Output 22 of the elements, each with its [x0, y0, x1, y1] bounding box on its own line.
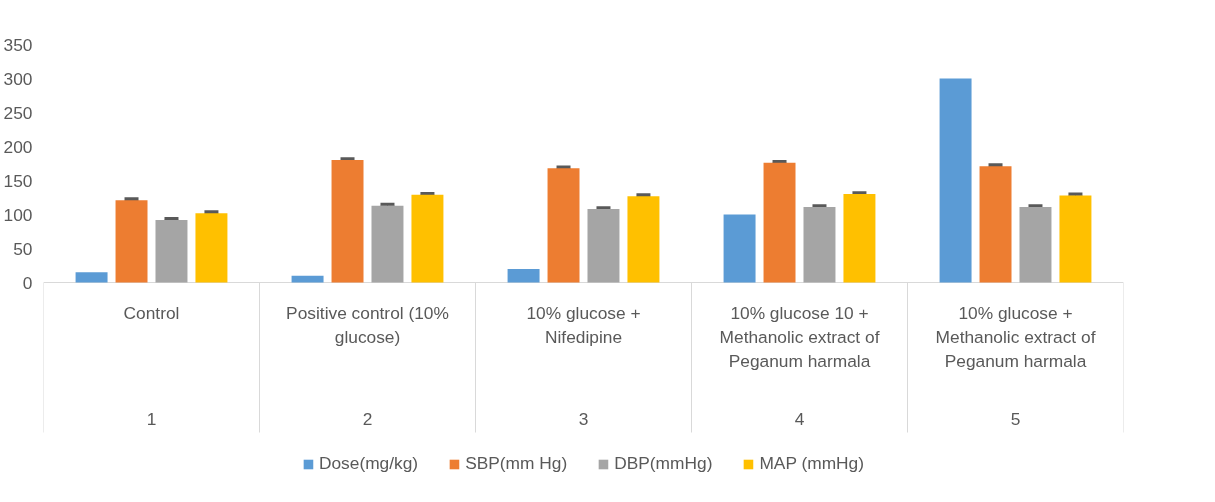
text: 3 — [578, 408, 589, 429]
text: 5 — [1010, 408, 1021, 429]
text: 1 — [146, 408, 157, 429]
x-tick-label: 10% glucose + Nifedipine — [526, 302, 641, 347]
y-tick-label: 350 — [3, 34, 33, 55]
legend-label: DBP(mmHg) — [614, 453, 713, 474]
x-tick-label: 10% glucose + Methanolic extract of Peganum harmala — [935, 302, 1096, 371]
y-tick-label: 100 — [3, 204, 33, 225]
x-tick-label: Positive control (10% glucose) — [286, 302, 449, 347]
y-tick-label: 250 — [3, 102, 33, 123]
y-tick-label: 50 — [13, 238, 33, 259]
y-tick-label: 150 — [3, 170, 33, 191]
y-tick-label: 0 — [22, 272, 33, 293]
y-tick-label: 200 — [3, 136, 33, 157]
x-tick-label: Control — [123, 302, 180, 323]
legend-label: MAP (mmHg) — [759, 453, 865, 474]
legend-label: Dose(mg/kg) — [318, 453, 419, 474]
text: 4 — [794, 408, 805, 429]
legend-label: SBP(mm Hg) — [465, 453, 568, 474]
y-tick-label: 300 — [3, 68, 33, 89]
text: 2 — [362, 408, 373, 429]
x-tick-label: 10% glucose 10 + Methanolic extract of Peganum harmala — [719, 302, 880, 371]
